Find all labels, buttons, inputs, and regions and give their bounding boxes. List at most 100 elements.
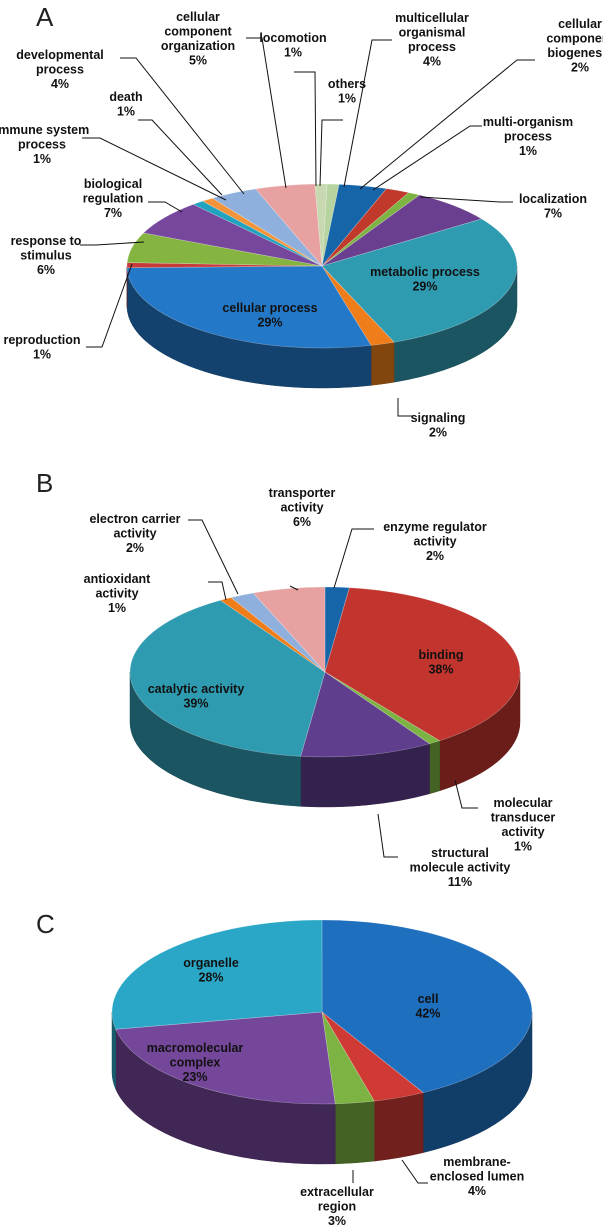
pie-sides <box>111 1011 533 1165</box>
slice-label-line: process <box>408 40 456 54</box>
slice-structural-molecule-activity <box>300 671 431 758</box>
slice-label-biological-regulation: biological regulation 7% <box>83 177 143 220</box>
leader-line <box>148 201 183 213</box>
slice-localization <box>321 194 483 267</box>
slice-percent: 1% <box>519 144 537 158</box>
slice-label-antioxidant-activity: antioxidant activity 1% <box>84 572 152 615</box>
leader-line <box>454 779 478 809</box>
slice-label-line: molecule activity <box>410 861 511 875</box>
slice-label-line: catalytic activity <box>148 682 245 696</box>
slice-percent: 39% <box>183 697 208 711</box>
slice-label-line: extracellular <box>300 1185 374 1199</box>
slice-percent: 29% <box>412 280 437 294</box>
slice-macromolecular-complex <box>115 1011 336 1105</box>
leader-line <box>401 1159 428 1184</box>
leader-line <box>188 519 239 595</box>
slice-percent: 11% <box>448 875 472 889</box>
slice-label-line: stimulus <box>20 249 71 263</box>
slice-label-metabolic-process: metabolic process 29% <box>370 265 480 294</box>
slice-percent: 1% <box>33 152 51 166</box>
slice-side-molecular-transducer-activity <box>429 740 440 795</box>
slice-label-line: macromolecular <box>147 1041 244 1055</box>
slice-percent: 2% <box>426 549 444 563</box>
slice-binding <box>324 587 521 742</box>
leader-line <box>80 241 145 246</box>
slice-label-enzyme-regulator-activity: enzyme regulator activity 2% <box>383 520 487 563</box>
slice-label-structural-molecule-activity: structural molecule activity 11% <box>410 846 511 889</box>
slice-label-line: enclosed lumen <box>430 1170 524 1184</box>
slice-percent: 28% <box>198 971 223 985</box>
slice-transporter-activity <box>252 586 326 673</box>
slice-label-response-to-stimulus: response to stimulus 6% <box>11 234 82 277</box>
slice-membrane-enclosed-lumen <box>321 1011 424 1102</box>
slice-label-organelle: organelle 28% <box>183 956 239 985</box>
slice-label-line: biogenesis <box>547 46 603 60</box>
leader-lines <box>352 1159 428 1184</box>
slice-side-membrane-enclosed-lumen <box>374 1092 424 1162</box>
leader-line <box>359 59 535 190</box>
slice-label-line: others <box>328 77 366 91</box>
slice-biological-regulation <box>142 204 323 267</box>
slice-label-line: cellular <box>558 17 602 31</box>
slice-label-line: region <box>318 1200 356 1214</box>
leader-line <box>208 581 227 601</box>
slice-percent: 5% <box>189 54 207 68</box>
slice-label-line: component <box>546 32 603 46</box>
slice-response-to-stimulus <box>126 232 323 267</box>
slice-percent: 2% <box>571 61 589 75</box>
slice-percent: 4% <box>468 1184 486 1198</box>
slice-enzyme-regulator-activity <box>324 586 350 673</box>
slice-label-multicellular-organismal-process: multicellular organismal process 4% <box>395 11 469 69</box>
slice-labels: organelle 28% cell 42% macromolecular complex… <box>147 956 525 1228</box>
slice-label-line: immune system <box>0 123 89 137</box>
slice-organelle <box>111 919 323 1030</box>
slice-label-line: activity <box>280 501 323 515</box>
slice-label-line: enzyme regulator <box>383 520 487 534</box>
slice-cellular-component-biogenesis <box>321 188 410 267</box>
slice-label-signaling: signaling 2% <box>411 411 466 440</box>
slice-percent: 38% <box>428 663 453 677</box>
slice-molecular-transducer-activity <box>324 671 441 745</box>
slice-label-line: activity <box>95 587 138 601</box>
slice-multi-organism-process <box>321 192 421 267</box>
slice-label-line: biological <box>84 177 142 191</box>
pie-slices <box>111 919 533 1105</box>
slice-cellular-component-organization <box>255 183 323 267</box>
pie-slices <box>129 586 521 758</box>
slice-percent: 23% <box>182 1070 207 1084</box>
slice-percent: 7% <box>544 207 562 221</box>
leader-line <box>120 57 245 195</box>
slice-percent: 42% <box>415 1007 440 1021</box>
slice-label-line: cell <box>418 992 439 1006</box>
panel-label-a: A <box>36 2 54 32</box>
slice-label-line: activity <box>113 527 156 541</box>
slice-label-cellular-component-biogenesis: cellularcomponentbiogenesis2% <box>546 17 603 75</box>
slice-label-electron-carrier-activity: electron carrier activity 2% <box>89 512 180 555</box>
slice-percent: 2% <box>126 541 144 555</box>
slice-percent: 3% <box>328 1214 346 1228</box>
slice-label-binding: binding 38% <box>418 648 463 677</box>
slice-label-cellular-component-organization: cellular component organization 5% <box>161 10 235 68</box>
slice-percent: 1% <box>33 348 51 362</box>
slice-label-death: death 1% <box>109 90 142 119</box>
slice-label-line: antioxidant <box>84 572 152 586</box>
leader-line <box>246 37 287 189</box>
slice-label-line: activity <box>413 535 456 549</box>
slice-percent: 6% <box>37 263 55 277</box>
slice-cellular-process <box>126 265 372 349</box>
leader-line <box>138 119 223 196</box>
leader-line <box>86 263 133 348</box>
slice-extracellular-region <box>321 1011 375 1105</box>
slice-label-line: electron carrier <box>89 512 180 526</box>
panel-label-b: B <box>36 468 53 498</box>
leader-line <box>333 528 374 589</box>
leader-line <box>82 137 227 201</box>
slice-label-line: signaling <box>411 411 466 425</box>
slice-immune-system-process <box>192 200 323 267</box>
leader-line <box>294 71 317 187</box>
slice-label-line: process <box>36 63 84 77</box>
slice-label-line: multicellular <box>395 11 469 25</box>
